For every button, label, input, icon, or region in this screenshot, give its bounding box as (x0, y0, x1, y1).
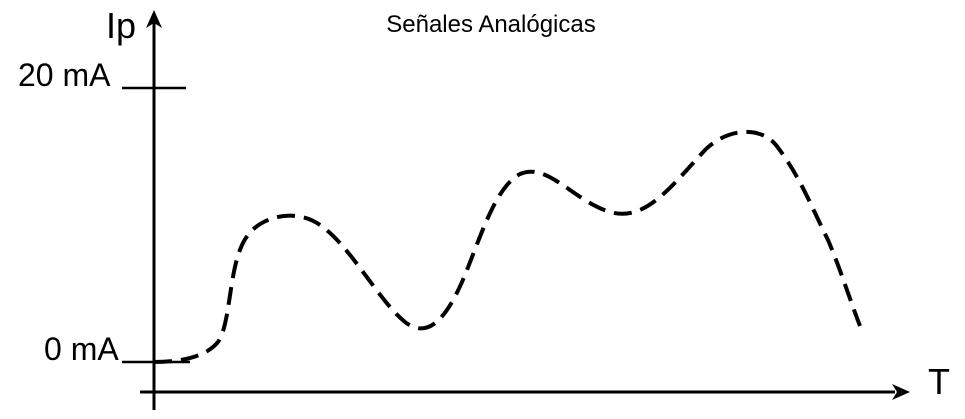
tick-label-20ma: 20 mA (18, 57, 111, 93)
tick-label-0ma: 0 mA (44, 331, 119, 367)
y-axis-arrowhead (146, 10, 162, 28)
x-axis-label: T (928, 361, 950, 402)
analog-signal-curve (153, 129, 862, 364)
y-axis-label: Ip (106, 5, 136, 46)
x-axis-arrowhead (892, 384, 910, 400)
diagram-title: Señales Analógicas (386, 11, 595, 38)
